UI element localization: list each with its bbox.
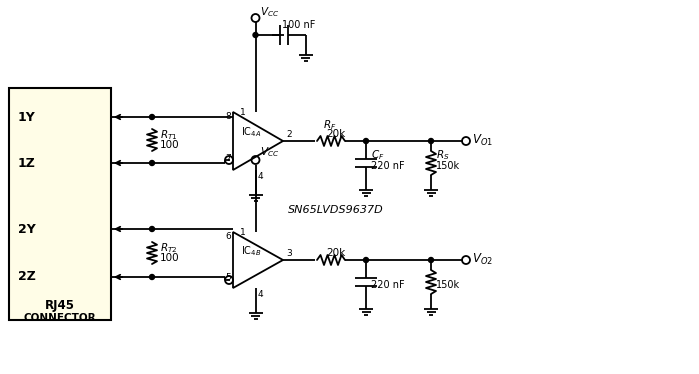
Text: 1: 1 — [240, 227, 245, 236]
Circle shape — [363, 138, 368, 144]
Text: 20k: 20k — [326, 248, 345, 258]
Text: 6: 6 — [225, 232, 231, 240]
Text: 4: 4 — [257, 290, 263, 299]
Bar — [9, 88, 111, 320]
Text: $R_F$: $R_F$ — [323, 118, 336, 132]
Text: 2Z: 2Z — [18, 270, 36, 283]
Text: CONNECTOR: CONNECTOR — [24, 313, 96, 323]
Text: $R_{T1}$: $R_{T1}$ — [160, 128, 178, 142]
Text: $R_{T2}$: $R_{T2}$ — [160, 241, 178, 255]
Circle shape — [150, 275, 154, 279]
Text: 5: 5 — [225, 273, 231, 282]
Text: 1Y: 1Y — [18, 110, 36, 123]
Text: 4: 4 — [257, 172, 263, 181]
Circle shape — [428, 138, 433, 144]
Text: 100: 100 — [160, 140, 180, 150]
Text: 20k: 20k — [326, 129, 345, 139]
Text: $V_{CC}$: $V_{CC}$ — [261, 5, 280, 19]
Text: 8: 8 — [225, 111, 231, 120]
Circle shape — [428, 258, 433, 263]
Text: 2Y: 2Y — [18, 223, 36, 236]
Text: 100: 100 — [160, 253, 180, 263]
Text: $V_{CC}$: $V_{CC}$ — [261, 145, 280, 159]
Text: $C_F$: $C_F$ — [371, 148, 384, 162]
Text: IC$_{4A}$: IC$_{4A}$ — [241, 125, 261, 139]
Text: 220 nF: 220 nF — [371, 280, 405, 290]
Circle shape — [253, 33, 258, 37]
Text: IC$_{4B}$: IC$_{4B}$ — [241, 244, 261, 258]
Circle shape — [363, 258, 368, 263]
Text: 220 nF: 220 nF — [371, 161, 405, 171]
Text: $R_S$: $R_S$ — [436, 148, 449, 162]
Text: 1Z: 1Z — [18, 156, 36, 169]
Text: $V_{O1}$: $V_{O1}$ — [472, 132, 493, 148]
Text: RJ45: RJ45 — [45, 298, 75, 312]
Circle shape — [150, 114, 154, 120]
Text: 150k: 150k — [436, 280, 460, 290]
Text: 1: 1 — [240, 107, 245, 116]
Text: SN65LVDS9637D: SN65LVDS9637D — [288, 205, 384, 215]
Circle shape — [150, 160, 154, 166]
Text: $V_{O2}$: $V_{O2}$ — [472, 251, 493, 267]
Text: 7: 7 — [225, 153, 231, 162]
Text: 3: 3 — [286, 249, 291, 258]
Circle shape — [150, 227, 154, 232]
Text: 150k: 150k — [436, 161, 460, 171]
Text: 100 nF: 100 nF — [282, 20, 315, 30]
Text: 2: 2 — [286, 130, 291, 139]
